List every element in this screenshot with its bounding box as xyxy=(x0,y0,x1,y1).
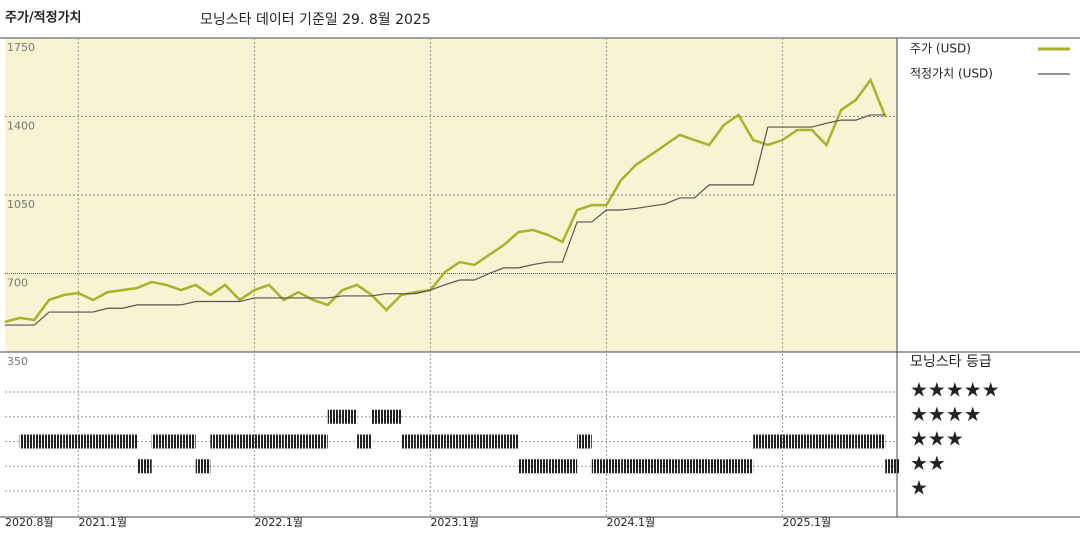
rating-mark xyxy=(826,434,842,449)
rating-mark xyxy=(225,434,240,449)
rating-mark xyxy=(665,459,680,474)
rating-mark xyxy=(841,434,856,449)
rating-mark xyxy=(621,459,636,474)
rating-level-label: ★★★★★ xyxy=(910,378,1000,402)
rating-mark xyxy=(93,434,108,449)
rating-mark xyxy=(283,434,299,449)
rating-mark xyxy=(298,434,314,449)
rating-mark xyxy=(562,459,578,474)
rating-mark xyxy=(122,434,138,449)
rating-mark xyxy=(591,459,607,474)
rating-mark xyxy=(342,409,358,424)
rating-mark xyxy=(430,434,446,449)
rating-level-label: ★★★★ xyxy=(910,402,982,426)
rating-mark xyxy=(137,459,152,474)
rating-mark xyxy=(151,434,167,449)
chart-title: 주가/적정가치 xyxy=(5,10,82,26)
rating-mark xyxy=(63,434,79,449)
rating-mark xyxy=(577,434,592,449)
x-tick-label: 2025.1월 xyxy=(783,516,832,529)
y-tick-label: 1050 xyxy=(7,198,35,211)
rating-mark xyxy=(767,434,783,449)
rating-legend-title: 모닝스타 등급 xyxy=(910,354,992,370)
rating-mark xyxy=(709,459,724,474)
rating-mark xyxy=(313,434,328,449)
rating-mark xyxy=(533,459,548,474)
x-tick-label: 2022.1월 xyxy=(254,516,303,529)
rating-mark xyxy=(401,434,416,449)
rating-mark xyxy=(19,434,35,449)
rating-level-label: ★ xyxy=(910,476,928,500)
rating-mark xyxy=(489,434,504,449)
series-line xyxy=(4,77,887,324)
rating-mark xyxy=(679,459,695,474)
legend-label: 적정가치 (USD) xyxy=(910,67,993,81)
y-tick-label: 1400 xyxy=(7,120,35,133)
rating-level-label: ★★ xyxy=(910,451,946,475)
rating-level-label: ★★★ xyxy=(910,427,964,451)
chart-subtitle: 모닝스타 데이터 기준일 29. 8월 2025 xyxy=(200,12,431,28)
rating-mark xyxy=(474,434,490,449)
legend-label: 주가 (USD) xyxy=(910,42,971,56)
rating-mark xyxy=(606,459,622,474)
rating-mark xyxy=(181,434,196,449)
rating-mark xyxy=(357,434,372,449)
rating-mark xyxy=(811,434,827,449)
rating-mark xyxy=(49,434,64,449)
rating-mark xyxy=(34,434,50,449)
rating-mark xyxy=(415,434,431,449)
rating-mark xyxy=(107,434,123,449)
rating-mark xyxy=(753,434,768,449)
series-line xyxy=(5,114,886,326)
x-tick-label: 2023.1월 xyxy=(430,516,479,529)
rating-mark xyxy=(518,459,534,474)
rating-mark xyxy=(782,434,798,449)
x-tick-label: 2021.1월 xyxy=(78,516,127,529)
rating-mark xyxy=(386,409,402,424)
rating-mark xyxy=(445,434,460,449)
rating-mark xyxy=(635,459,651,474)
rating-mark xyxy=(650,459,666,474)
y-tick-label: 1750 xyxy=(7,41,35,54)
y-tick-label: 700 xyxy=(7,277,28,290)
rating-mark xyxy=(547,459,563,474)
x-tick-label: 2020.8월 xyxy=(5,516,54,529)
rating-mark xyxy=(254,434,270,449)
rating-mark xyxy=(870,434,886,449)
rating-mark xyxy=(855,434,871,449)
rating-mark xyxy=(885,459,900,474)
rating-mark xyxy=(723,459,739,474)
rating-mark xyxy=(503,434,519,449)
y-tick-label: 350 xyxy=(7,355,28,368)
rating-mark xyxy=(797,434,812,449)
x-tick-label: 2024.1월 xyxy=(606,516,655,529)
rating-mark xyxy=(694,459,710,474)
rating-mark xyxy=(210,434,226,449)
rating-mark xyxy=(269,434,284,449)
rating-mark xyxy=(459,434,475,449)
rating-mark xyxy=(738,459,754,474)
rating-mark xyxy=(239,434,255,449)
rating-mark xyxy=(166,434,182,449)
rating-mark xyxy=(327,409,343,424)
rating-mark xyxy=(195,459,211,474)
rating-mark xyxy=(78,434,94,449)
rating-mark xyxy=(371,409,387,424)
